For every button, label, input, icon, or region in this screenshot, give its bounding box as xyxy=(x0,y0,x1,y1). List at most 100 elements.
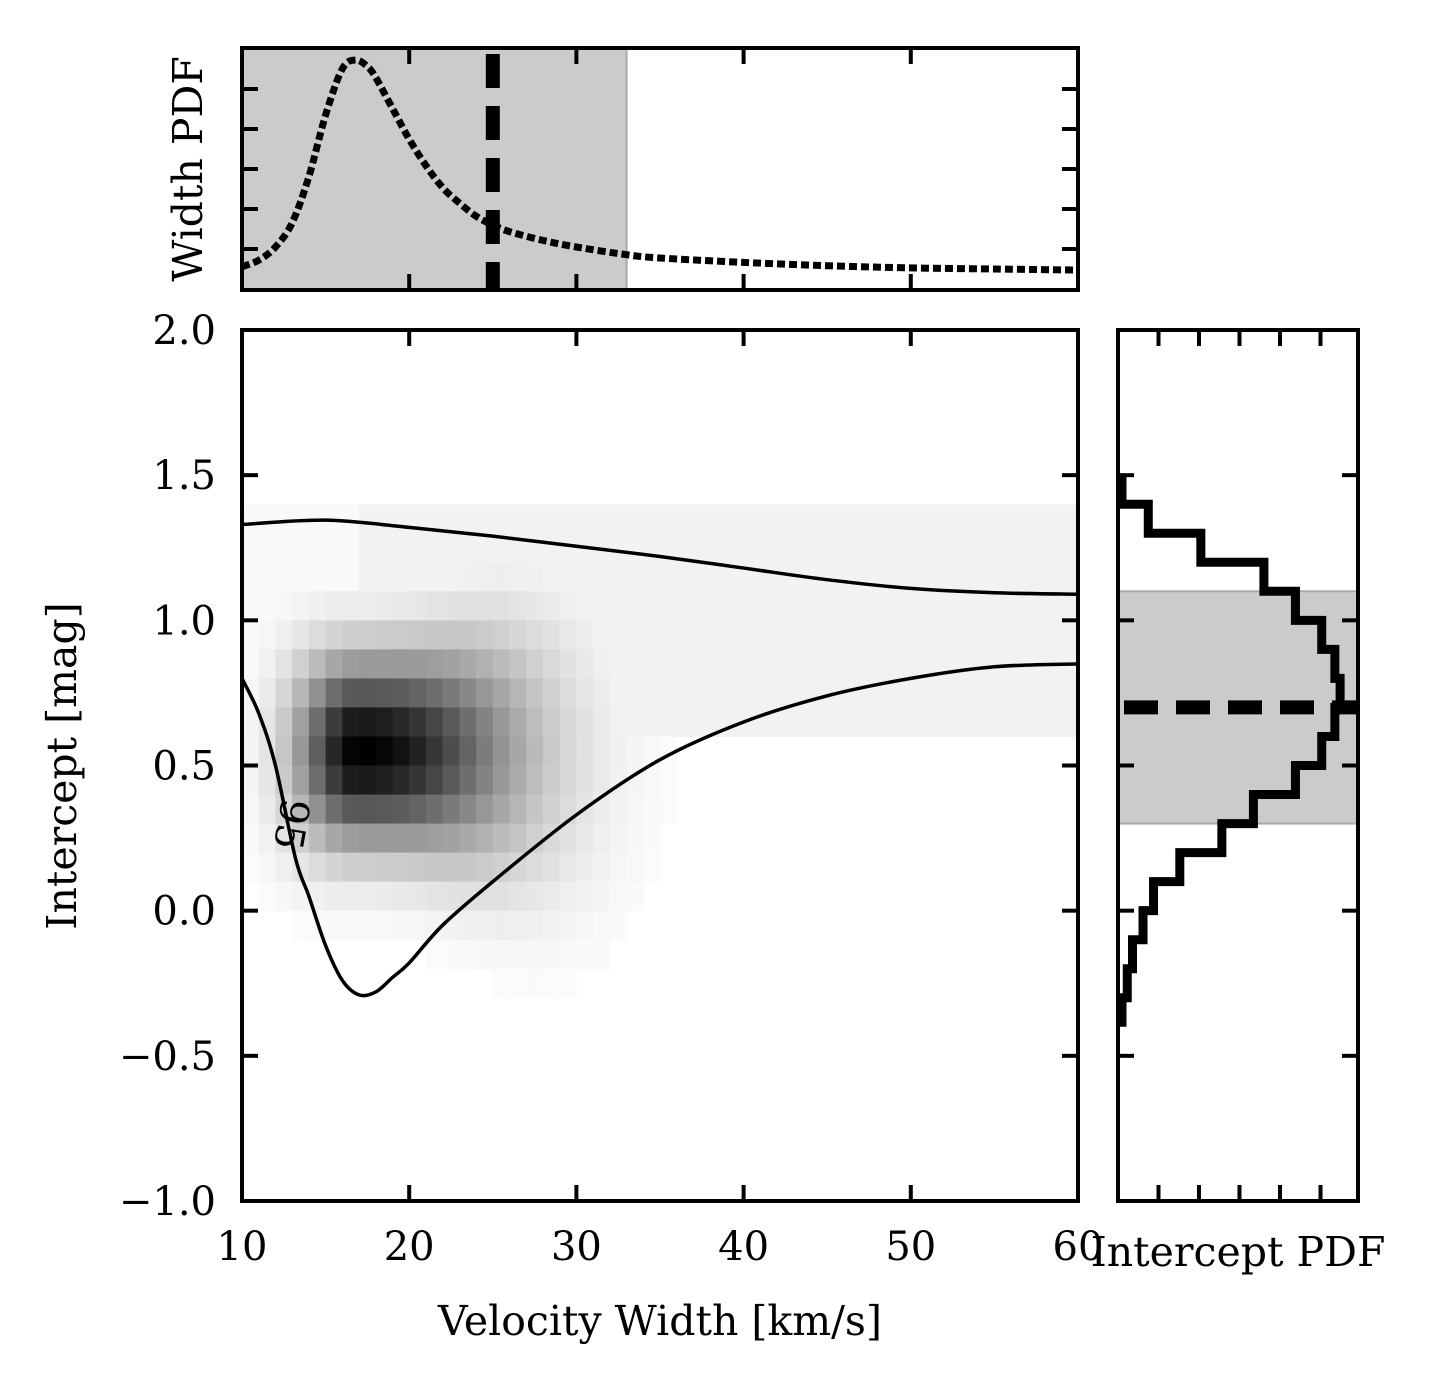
density-cell xyxy=(559,736,577,767)
density-cell xyxy=(710,591,728,621)
density-cell xyxy=(626,620,644,650)
density-cell xyxy=(726,591,745,621)
density-cell xyxy=(894,591,912,621)
density-cell xyxy=(526,591,544,621)
density-cell xyxy=(693,678,711,709)
density-cell xyxy=(476,881,494,912)
y-tick-label: 1.5 xyxy=(152,453,216,499)
density-cell xyxy=(325,620,343,650)
density-cell xyxy=(509,504,527,534)
density-cell xyxy=(442,794,460,825)
density-cell xyxy=(843,562,862,592)
density-cell xyxy=(375,910,394,941)
density-cell xyxy=(860,533,878,563)
density-cell xyxy=(459,736,477,767)
density-cell xyxy=(1061,620,1078,650)
density-cell xyxy=(409,765,427,796)
density-cell xyxy=(643,823,661,854)
density-cell xyxy=(626,881,644,912)
density-cell xyxy=(375,678,394,709)
density-cell xyxy=(425,649,444,679)
density-cell xyxy=(760,562,778,592)
density-cell xyxy=(442,707,460,738)
density-cell xyxy=(359,678,377,709)
density-cell xyxy=(643,649,661,679)
density-cell xyxy=(743,504,761,534)
density-cell xyxy=(626,591,644,621)
density-cell xyxy=(325,794,343,825)
density-cell xyxy=(593,678,611,709)
density-cell xyxy=(877,649,895,679)
density-cell xyxy=(325,881,343,912)
density-cell xyxy=(476,910,494,941)
density-cell xyxy=(1011,707,1029,738)
density-cell xyxy=(476,852,494,883)
density-cell xyxy=(275,852,293,883)
density-cell xyxy=(894,620,912,650)
density-cell xyxy=(526,765,544,796)
density-cell xyxy=(526,533,544,563)
density-cell xyxy=(559,968,577,999)
density-cell xyxy=(375,620,394,650)
density-cell xyxy=(994,678,1012,709)
density-cell xyxy=(1011,678,1029,709)
density-cell xyxy=(777,707,795,738)
density-cell xyxy=(843,504,862,534)
density-cell xyxy=(509,678,527,709)
density-cell xyxy=(275,678,293,709)
density-cell xyxy=(660,562,678,592)
density-cell xyxy=(442,939,460,970)
density-cell xyxy=(994,649,1012,679)
density-cell xyxy=(258,504,277,534)
density-cell xyxy=(676,533,695,563)
density-cell xyxy=(1027,533,1046,563)
density-cell xyxy=(409,533,427,563)
y-tick-label: 0.5 xyxy=(152,744,216,790)
density-cell xyxy=(843,591,862,621)
density-cell xyxy=(576,504,594,534)
density-cell xyxy=(459,678,477,709)
density-cell xyxy=(593,881,611,912)
density-cell xyxy=(1011,533,1029,563)
density-cell xyxy=(392,852,410,883)
density-cell xyxy=(509,649,527,679)
density-cell xyxy=(325,533,343,563)
density-cell xyxy=(308,591,327,621)
density-cell xyxy=(375,765,394,796)
density-cell xyxy=(526,736,544,767)
density-cell xyxy=(308,794,327,825)
density-cell xyxy=(425,765,444,796)
density-cell xyxy=(476,678,494,709)
density-cell xyxy=(693,649,711,679)
density-cell xyxy=(292,881,310,912)
density-cell xyxy=(843,649,862,679)
density-cell xyxy=(526,852,544,883)
density-cell xyxy=(292,910,310,941)
density-cell xyxy=(375,794,394,825)
density-cell xyxy=(258,533,277,563)
density-cell xyxy=(777,504,795,534)
density-cell xyxy=(392,707,410,738)
density-cell xyxy=(476,736,494,767)
density-cell xyxy=(944,678,962,709)
density-cell xyxy=(1027,562,1046,592)
density-cell xyxy=(359,881,377,912)
density-cell xyxy=(459,562,477,592)
density-cell xyxy=(894,678,912,709)
density-cell xyxy=(1044,504,1062,534)
density-cell xyxy=(509,736,527,767)
density-cell xyxy=(526,620,544,650)
density-cell xyxy=(242,707,260,738)
joint-frame xyxy=(240,328,1080,1203)
density-cell xyxy=(910,649,929,679)
density-cell xyxy=(609,504,628,534)
density-cell xyxy=(927,678,945,709)
density-cell xyxy=(409,649,427,679)
density-cell xyxy=(375,707,394,738)
density-cell xyxy=(492,533,511,563)
density-cell xyxy=(492,591,511,621)
density-cell xyxy=(542,881,561,912)
density-cell xyxy=(359,852,377,883)
density-cell xyxy=(542,562,561,592)
density-cell xyxy=(1027,678,1046,709)
